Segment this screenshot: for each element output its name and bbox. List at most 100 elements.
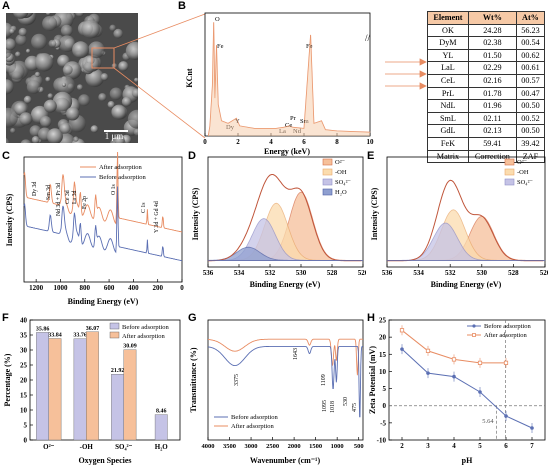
bar	[111, 374, 124, 441]
x-axis-label: Binding Energy (eV)	[250, 280, 321, 289]
panel-letter-h: H	[367, 312, 375, 324]
table-cell: NdL	[427, 99, 469, 113]
sem-texture: 1 μm	[6, 13, 138, 143]
y-tick-label: 10	[20, 407, 28, 415]
sem-particle	[35, 53, 54, 72]
data-point	[503, 360, 509, 365]
bar-value-label: 21.92	[111, 368, 125, 374]
x-tick-label: 2500	[266, 443, 279, 450]
legend-after: After adsorption	[231, 423, 275, 430]
legend-after: After adsorption	[484, 332, 528, 339]
legend: O²⁻ -OH SO₄²⁻	[504, 158, 534, 186]
legend-swatch	[322, 168, 333, 176]
legend-label: SO₄²⁻	[335, 179, 352, 186]
sem-particle	[15, 34, 27, 46]
y-axis-label: KCnt	[185, 68, 194, 87]
y-tick-label: 5	[24, 422, 28, 430]
sem-particle	[6, 137, 10, 143]
sem-particle	[45, 13, 51, 16]
legend-label: -OH	[335, 169, 347, 176]
sem-particle	[98, 93, 107, 102]
x-tick-label: 1000	[331, 443, 344, 450]
y-axis-label: Transmittance (%)	[189, 347, 198, 412]
table-cell: CeL	[427, 73, 469, 88]
header-wt: Wt%	[467, 11, 517, 25]
sem-particle	[59, 122, 71, 134]
legend-label: O²⁻	[335, 159, 346, 166]
table-cell: FeK	[427, 136, 469, 151]
label-1643: 1643	[293, 348, 299, 360]
legend-before: Before adsorption	[484, 323, 532, 330]
y-tick-label: 35	[20, 332, 28, 340]
table-cell: 56.23	[515, 23, 546, 38]
bar	[86, 331, 99, 441]
sem-particle	[58, 35, 76, 52]
sem-particle	[14, 102, 28, 116]
table-cell: OK	[427, 23, 469, 38]
x-tick-label: 526	[540, 269, 548, 277]
sem-particle	[131, 88, 138, 98]
sem-particle	[81, 19, 100, 39]
sem-particle	[26, 80, 41, 94]
table-cell: 02.11	[467, 111, 517, 126]
table-cell: 00.52	[515, 111, 546, 126]
table-cell: 01.96	[467, 99, 517, 113]
data-point	[504, 414, 508, 418]
table-row: FeK 59.41 39.42	[427, 136, 546, 151]
x-tick-label: 1000	[53, 284, 68, 292]
table-cell: 59.41	[467, 136, 517, 151]
bar-value-label: 33.84	[48, 332, 62, 338]
sem-particle	[6, 38, 16, 51]
data-point	[530, 426, 534, 430]
bar-value-label: 30.09	[123, 344, 137, 350]
sem-particle	[8, 63, 25, 80]
data-point	[426, 371, 430, 375]
label-1109: 1109	[321, 374, 327, 386]
sem-particle	[53, 97, 71, 114]
x-tick-label: 6	[504, 442, 508, 450]
eds-peak-labels: O Fe Dy Y La Ce Nd Pr Sm Fe	[215, 16, 313, 135]
x-axis-label: Oxygen Species	[78, 456, 131, 465]
xps-peak-labels: Dy 3d Sm 3d Nd 3d + Pr 3d Ce 3d La 3d Fe…	[32, 182, 160, 233]
series-before	[23, 186, 183, 262]
x-tick-label: 400	[128, 284, 139, 292]
iep-label: 5.64	[482, 418, 494, 425]
legend-before: Before adsorption	[231, 414, 279, 421]
legend-before: Before adsorption	[122, 324, 170, 331]
legend-after: After adsorption	[99, 164, 143, 171]
data-point	[400, 347, 404, 351]
sem-particle	[125, 41, 138, 60]
chart-d-o1s-before: 536 534 532 530 528 526 O²⁻ -OH SO₄²⁻ H₂O Bindin…	[191, 156, 366, 289]
table-cell: 01.78	[467, 86, 517, 101]
zoom-connector	[113, 13, 427, 139]
eds-fill	[208, 22, 370, 136]
sem-particle	[90, 125, 99, 133]
x-tick-label: 4	[269, 138, 273, 146]
label-ce3d: Ce 3d	[65, 190, 71, 204]
bar-value-label: 33.76	[73, 333, 87, 339]
data-point	[399, 328, 405, 333]
table-row: YL 01.50 00.62	[427, 48, 546, 63]
bar	[154, 414, 168, 441]
sem-particle	[66, 107, 80, 121]
y-tick-label: 20	[20, 377, 28, 385]
sem-particle	[132, 13, 138, 14]
label-nd3d: Nd 3d + Pr 3d	[56, 183, 62, 216]
label-sm: Sm	[300, 118, 309, 125]
series-line	[401, 348, 533, 429]
table-cell: DyM	[427, 36, 469, 50]
y-axis-label: Intensity (CPS)	[191, 187, 200, 240]
y-tick-label: 25	[379, 317, 387, 325]
x-tick-label: 0	[203, 138, 207, 146]
arrows	[385, 58, 427, 90]
sem-particle	[43, 99, 57, 113]
peak-1	[208, 202, 363, 261]
label-dy3d: Dy 3d	[32, 182, 38, 196]
bar	[48, 338, 62, 441]
legend: After adsorption Before adsorption	[80, 164, 147, 181]
sem-particle	[134, 77, 138, 83]
sem-particle	[45, 76, 51, 82]
table-cell: GdL	[427, 124, 469, 138]
sem-particle	[111, 104, 127, 120]
sem-particle	[9, 28, 15, 35]
